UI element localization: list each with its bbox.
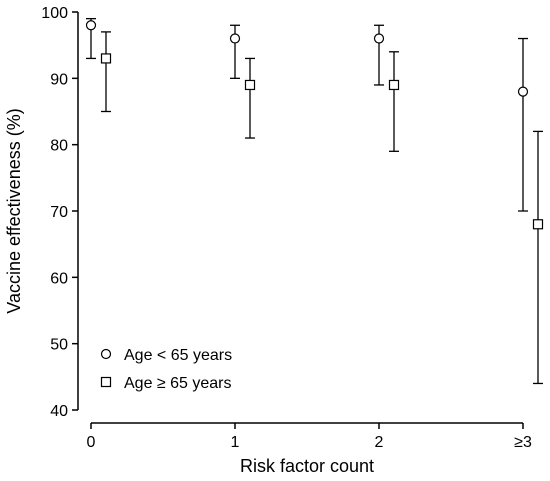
point-circle-1 — [229, 33, 241, 44]
y-tick-label-50: 50 — [50, 337, 68, 354]
y-tick-label-100: 100 — [41, 5, 68, 22]
point-circle-0 — [85, 20, 97, 31]
legend-marker-square — [100, 376, 112, 388]
point-square-3 — [532, 219, 544, 230]
point-circle-3 — [517, 86, 529, 97]
x-axis-title: Risk factor count — [240, 456, 374, 476]
x-tick-label-2: 2 — [375, 434, 384, 451]
x-tick-label-1: 1 — [231, 434, 240, 451]
series-65-plus — [100, 31, 544, 385]
legend: Age < 65 years Age ≥ 65 years — [100, 347, 232, 392]
point-square-2 — [388, 79, 400, 91]
y-tick-label-80: 80 — [50, 138, 68, 155]
series-under-65 — [85, 17, 529, 212]
point-square-1 — [244, 79, 256, 91]
y-axis: 40 50 60 70 80 90 100 — [41, 5, 79, 420]
point-square-0 — [100, 53, 112, 64]
y-tick-label-60: 60 — [50, 270, 68, 287]
x-tick-label-3: ≥3 — [514, 434, 532, 451]
point-circle-2 — [373, 33, 385, 44]
y-axis-title: Vaccine effectiveness (%) — [4, 108, 24, 313]
y-tick-label-90: 90 — [50, 71, 68, 88]
legend-marker-circle — [100, 348, 112, 360]
x-axis-ticks: 0 1 2 ≥3 — [87, 423, 532, 451]
y-axis-ticks: 40 50 60 70 80 90 100 — [41, 5, 78, 420]
legend-label-under-65: Age < 65 years — [124, 347, 232, 364]
plot-area — [85, 17, 544, 385]
legend-label-65-plus: Age ≥ 65 years — [124, 375, 232, 392]
y-tick-label-70: 70 — [50, 204, 68, 221]
y-tick-label-40: 40 — [50, 403, 68, 420]
x-axis: 0 1 2 ≥3 — [87, 422, 532, 451]
x-tick-label-0: 0 — [87, 434, 96, 451]
